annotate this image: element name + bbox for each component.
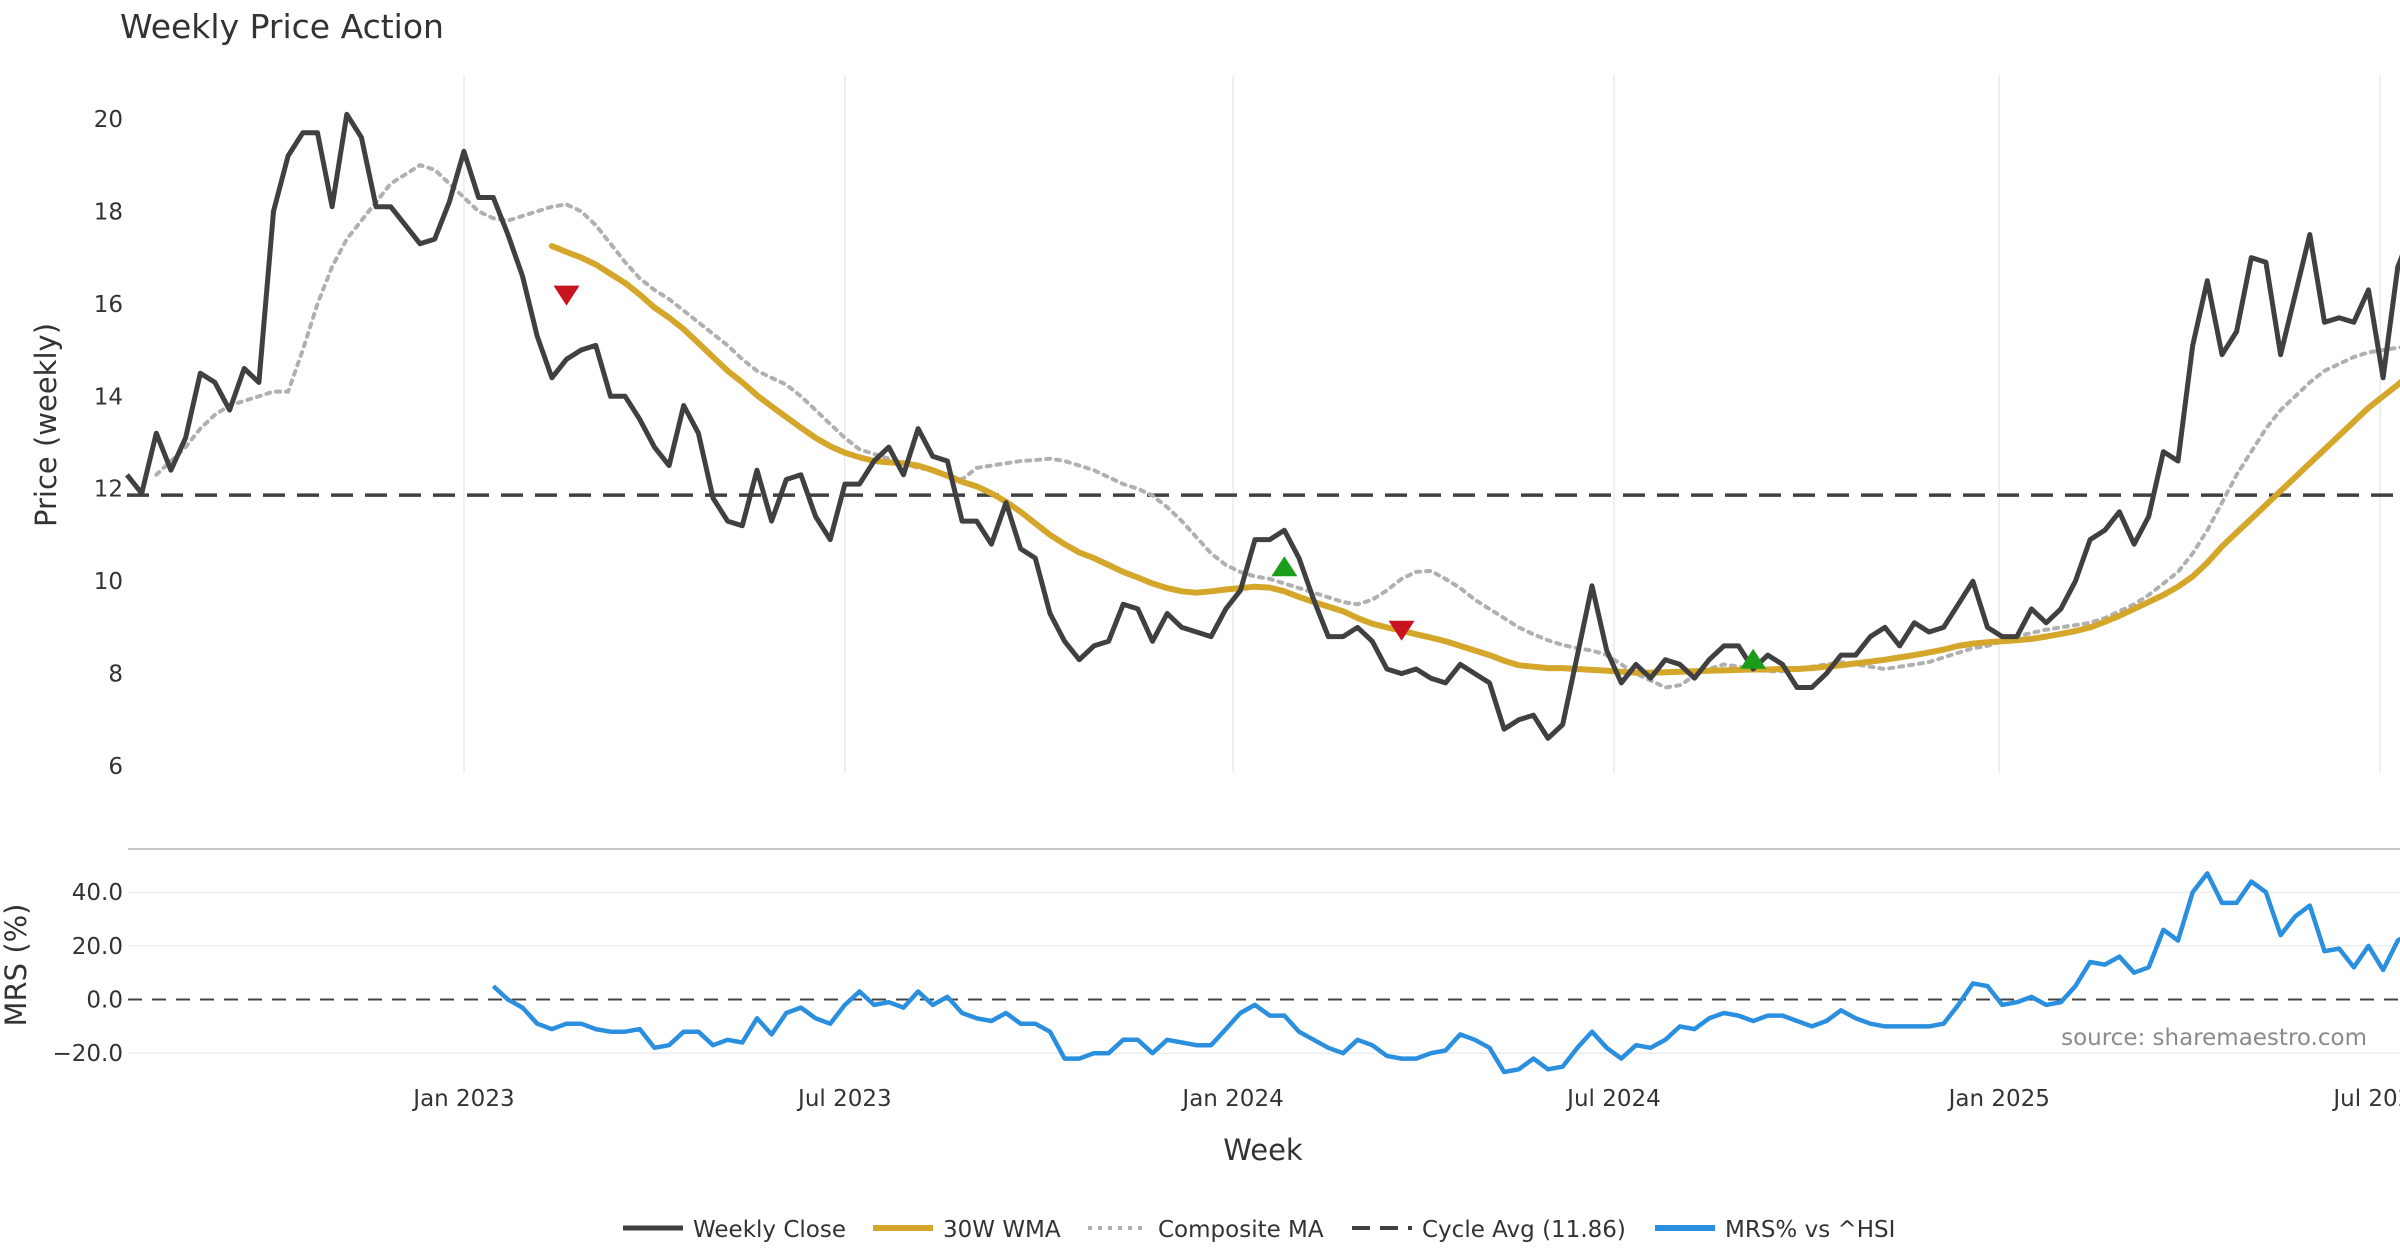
legend-item-composite-ma: Composite MA <box>1088 1217 1324 1243</box>
legend-label-composite-ma: Composite MA <box>1158 1217 1324 1243</box>
price-y-ticks: 6 8 10 12 14 16 18 20 <box>94 107 123 780</box>
mrs-y-axis-label: MRS (%) <box>0 904 33 1027</box>
price-y-tick-label: 16 <box>94 292 123 318</box>
signal-markers <box>553 285 1767 669</box>
price-y-tick-label: 20 <box>94 107 123 133</box>
legend-label-cycle-avg: Cycle Avg (11.86) <box>1422 1217 1626 1243</box>
mrs-y-ticks: −20.0 0.0 20.0 40.0 <box>53 880 2400 1067</box>
x-tick-jul-2024: Jul 2024 <box>1565 1086 1661 1112</box>
legend-label-wma: 30W WMA <box>943 1217 1061 1243</box>
buy-signal-marker <box>1271 556 1298 577</box>
legend-item-mrs: MRS% vs ^HSI <box>1655 1217 1895 1243</box>
x-axis-ticks: Jan 2023 Jul 2023 Jan 2024 Jul 2024 Jan 2025… <box>411 1086 2400 1112</box>
chart-title: Weekly Price Action <box>120 7 444 46</box>
price-y-tick-label: 14 <box>94 384 123 410</box>
buy-signal-marker <box>1740 648 1767 669</box>
sell-signal-marker <box>553 285 580 306</box>
weekly-close-line <box>125 111 2400 741</box>
x-tick-jul-2023: Jul 2023 <box>796 1086 892 1112</box>
mrs-y-tick-label: 0.0 <box>86 988 123 1014</box>
legend-item-wma: 30W WMA <box>873 1217 1061 1243</box>
mrs-y-tick-label: 40.0 <box>72 880 123 906</box>
price-vertical-gridlines <box>463 75 2381 773</box>
price-panel: 6 8 10 12 14 16 18 20 Price (weekly) <box>29 75 2400 780</box>
mrs-y-tick-label: −20.0 <box>53 1041 123 1067</box>
source-credit: source: sharemaestro.com <box>2061 1025 2367 1051</box>
legend-item-weekly-close: Weekly Close <box>623 1217 846 1243</box>
price-y-tick-label: 10 <box>94 569 123 595</box>
price-y-tick-label: 18 <box>94 199 123 225</box>
legend-item-cycle-avg: Cycle Avg (11.86) <box>1352 1217 1626 1243</box>
x-tick-jan-2024: Jan 2024 <box>1180 1086 1283 1112</box>
price-y-tick-label: 12 <box>94 477 123 503</box>
x-tick-jan-2023: Jan 2023 <box>411 1086 514 1112</box>
wma-30w-line <box>548 243 2400 676</box>
mrs-panel: −20.0 0.0 20.0 40.0 MRS (%) source: sharema… <box>0 848 2400 1075</box>
price-y-tick-label: 6 <box>108 754 123 780</box>
price-y-tick-label: 8 <box>108 662 123 688</box>
composite-ma-line <box>154 162 2400 690</box>
price-y-axis-label: Price (weekly) <box>29 323 63 527</box>
mrs-line <box>491 871 2400 1075</box>
x-axis-label: Week <box>1223 1133 1303 1167</box>
sell-signal-marker <box>1388 620 1415 641</box>
x-tick-jan-2025: Jan 2025 <box>1947 1086 2050 1112</box>
legend-label-weekly-close: Weekly Close <box>693 1217 846 1243</box>
legend-label-mrs: MRS% vs ^HSI <box>1725 1217 1895 1243</box>
mrs-y-tick-label: 20.0 <box>72 934 123 960</box>
legend: Weekly Close 30W WMA Composite MA Cycle … <box>623 1217 1895 1243</box>
x-tick-jul-2025: Jul 2025 <box>2331 1086 2400 1112</box>
